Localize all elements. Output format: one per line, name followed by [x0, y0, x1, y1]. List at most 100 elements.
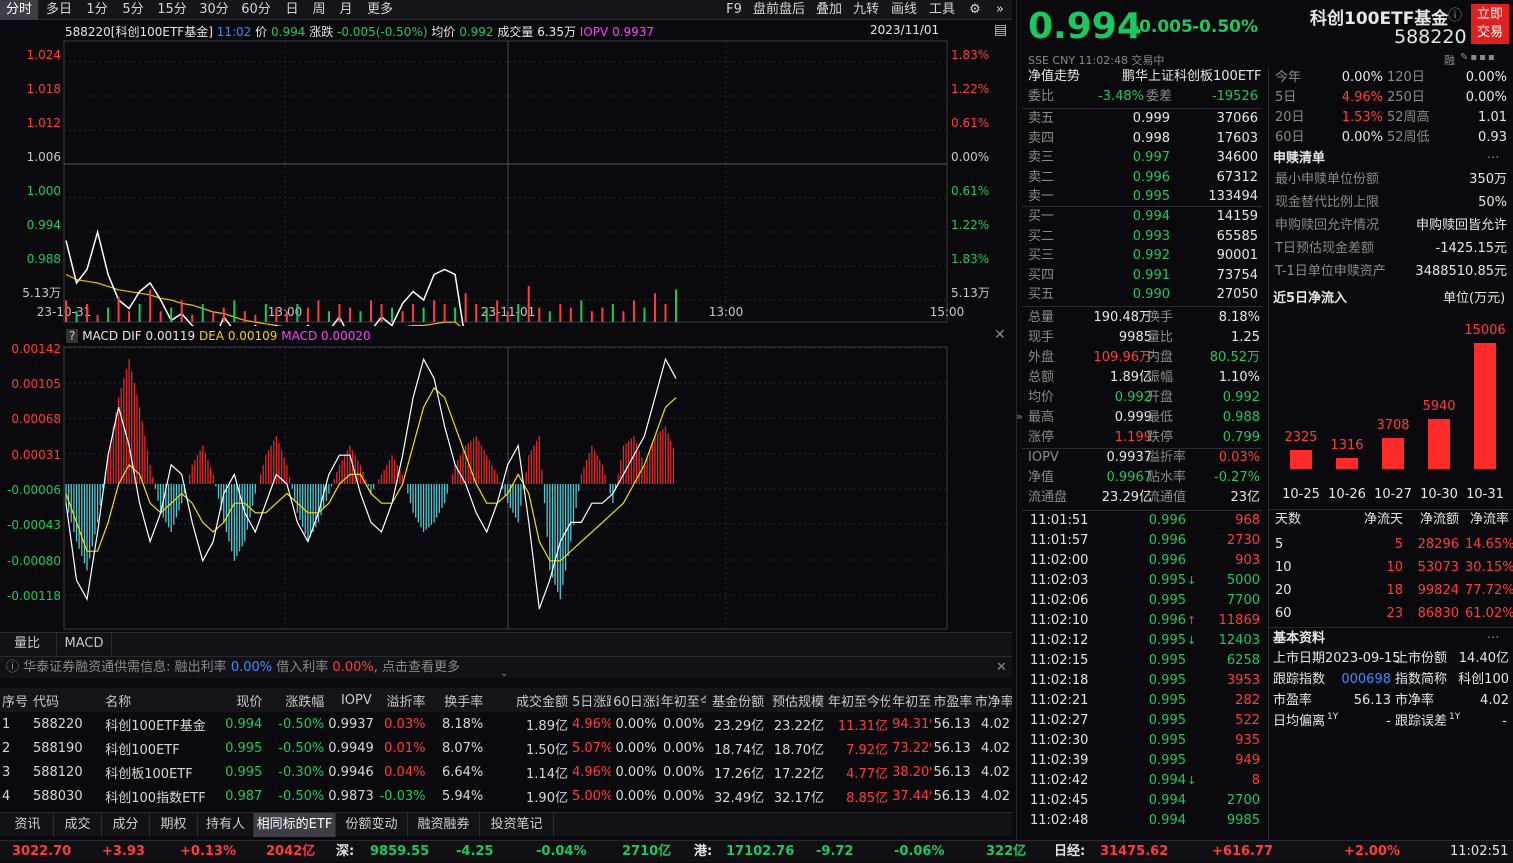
table-row[interactable]: 2 588190 科创100ETF 0.995 -0.50% 0.9949 0.01% 8.0… [0, 736, 1012, 760]
column-header[interactable]: 预估规模 [772, 694, 825, 710]
close-icon[interactable]: ✕ [994, 327, 1006, 343]
column-header[interactable]: IOPV [340, 692, 372, 708]
bottom-tab[interactable]: 相同标的ETF [254, 813, 336, 837]
tab-30min[interactable]: 30分 [199, 2, 229, 17]
tab-month[interactable]: 月 [339, 2, 353, 17]
basic-label: 市净率 [1395, 693, 1435, 708]
tab-timeshare[interactable]: 分时 [0, 0, 38, 20]
macd-axis-label: -0.00043 [7, 518, 61, 532]
tick-time: 11:02:15 [1030, 653, 1089, 668]
f9-button[interactable]: F9 [726, 2, 742, 17]
table-cell: 588030 [32, 788, 83, 804]
collapse-chevron-icon[interactable]: ⌄ [500, 668, 509, 679]
overlay-button[interactable]: 叠加 [815, 2, 842, 17]
bottom-tab[interactable]: 资讯 [2, 813, 54, 837]
notice-bar[interactable]: ⓘ 华泰证券融资通供需信息: 融出利率 0.00% 借入利率 0.00%, 点击… [0, 656, 1012, 679]
column-header[interactable]: 成交金额 [515, 694, 568, 710]
flow-table-cell: 86830 [1417, 606, 1459, 621]
column-header[interactable]: 市净率 [974, 694, 1012, 710]
table-cell: 5.00% [571, 788, 612, 804]
tick-time: 11:02:12 [1030, 633, 1089, 648]
column-header[interactable]: 市盈率 [933, 694, 973, 710]
tab-week[interactable]: 周 [312, 2, 326, 17]
tab-more[interactable]: 更多 [366, 2, 393, 17]
table-cell: 17.26亿 [713, 766, 765, 782]
column-header[interactable]: 5日涨跌 [571, 694, 611, 710]
layout-icon[interactable]: ▤ [994, 22, 1008, 38]
gear-icon[interactable]: ⚙ [969, 2, 981, 17]
close-icon[interactable]: ✕ [996, 660, 1007, 675]
more-icon[interactable]: ··· [1487, 151, 1500, 166]
etf-table: 序号代码名称现价涨跌幅IOPV溢折率换手率成交金额5日涨跌60日涨跌年初至今基金… [0, 688, 1012, 812]
column-header[interactable]: 名称 [105, 694, 132, 710]
more-icon[interactable]: ··· [1487, 631, 1500, 646]
volume-bar [454, 307, 457, 322]
tab-macd[interactable]: MACD [56, 633, 112, 655]
table-cell: 1.89亿 [526, 718, 568, 734]
table-cell: 科创板100ETF [105, 766, 193, 782]
tab-volume-ratio[interactable]: 量比 [13, 636, 40, 651]
price-axis-right-label: 1.22% [951, 82, 989, 96]
ask-level-label: 卖三 [1028, 150, 1055, 165]
table-row[interactable]: 4 588030 科创100指数ETF 0.987 -0.50% 0.9873 -0.03%… [0, 784, 1012, 808]
column-header[interactable]: 年初至今 [660, 694, 707, 710]
column-header[interactable]: 60日涨跌 [613, 694, 659, 710]
borrow-rate: 0.00% [332, 660, 374, 675]
bottom-tab[interactable]: 投资笔记 [480, 813, 554, 837]
change-value: -0.005(-0.50%) [337, 25, 428, 39]
change-pct: -0.50% [1192, 17, 1259, 37]
volume-bar [107, 307, 110, 322]
creation-title: 申赎清单 [1273, 151, 1326, 166]
tab-1min[interactable]: 1分 [86, 2, 108, 17]
tools-button[interactable]: 工具 [928, 2, 955, 17]
flow-unit: 单位(万元) [1443, 291, 1506, 306]
tab-15min[interactable]: 15分 [157, 2, 187, 17]
column-header[interactable]: 现价 [236, 694, 263, 710]
column-header[interactable]: 溢折率 [386, 694, 426, 710]
tick-time: 11:01:51 [1030, 513, 1089, 528]
column-header[interactable]: 基金份额 [712, 694, 765, 710]
tab-60min[interactable]: 60分 [241, 2, 271, 17]
trade-button[interactable]: 立即 交易 [1471, 4, 1509, 44]
tick-price: 0.996 [1148, 613, 1186, 628]
table-row[interactable]: 1 588220 科创100ETF基金 0.994 -0.50% 0.9937 0.03% 8… [0, 712, 1012, 736]
bottom-tab[interactable]: 成交 [54, 813, 102, 837]
bottom-tab[interactable]: 成分 [102, 813, 150, 837]
prepost-button[interactable]: 盘前盘后 [752, 2, 805, 17]
column-header[interactable]: 换手率 [444, 694, 484, 710]
column-header[interactable]: 代码 [32, 694, 59, 710]
column-header[interactable]: 序号 [2, 694, 29, 710]
double-chevron-right-icon[interactable]: » [996, 2, 1004, 17]
more-link[interactable]: 点击查看更多 [382, 660, 461, 675]
info-icon[interactable]: ⓘ [1448, 8, 1462, 24]
tab-day[interactable]: 日 [285, 2, 299, 17]
table-cell: 2 [2, 740, 11, 756]
basic-value[interactable]: 000698 [1341, 672, 1391, 687]
tab-5min[interactable]: 5分 [122, 2, 144, 17]
table-row[interactable]: 3 588120 科创板100ETF 0.995 -0.30% 0.9946 0.04% 6.… [0, 760, 1012, 784]
help-icon[interactable]: ? [66, 329, 79, 343]
stat-label: 贴水率 [1147, 470, 1187, 485]
column-header[interactable]: 年初至今 [892, 694, 932, 710]
nine-turn-button[interactable]: 九转 [852, 2, 879, 17]
expand-chevron-icon[interactable]: » [1016, 410, 1023, 423]
flow-table-cell: 77.72% [1465, 583, 1513, 598]
weibi-label: 委比 [1028, 89, 1055, 104]
bottom-tab[interactable]: 份额变动 [336, 813, 408, 837]
tab-multiday[interactable]: 多日 [45, 2, 72, 17]
iopv-value: 0.9937 [612, 25, 655, 39]
column-header[interactable]: 年初至今份额 [828, 694, 891, 710]
avg-value: 0.992 [459, 25, 494, 39]
nav-trend-label[interactable]: 净值走势 [1028, 69, 1081, 84]
bottom-tab[interactable]: 期权 [150, 813, 198, 837]
draw-button[interactable]: 画线 [890, 2, 917, 17]
table-cell: 18.74亿 [713, 742, 765, 758]
time-axis-label: 23-10-31 [37, 305, 91, 319]
bottom-tab[interactable]: 持有人 [198, 813, 254, 837]
mini-icons[interactable]: ✎▪▪▪ [1460, 52, 1497, 63]
bottom-tab[interactable]: 融资融券 [408, 813, 480, 837]
change-label: 涨跌 [309, 25, 334, 39]
stat-label: 最低 [1147, 410, 1174, 425]
perf-value: 1.01 [1478, 110, 1507, 125]
column-header[interactable]: 涨跌幅 [285, 694, 325, 710]
